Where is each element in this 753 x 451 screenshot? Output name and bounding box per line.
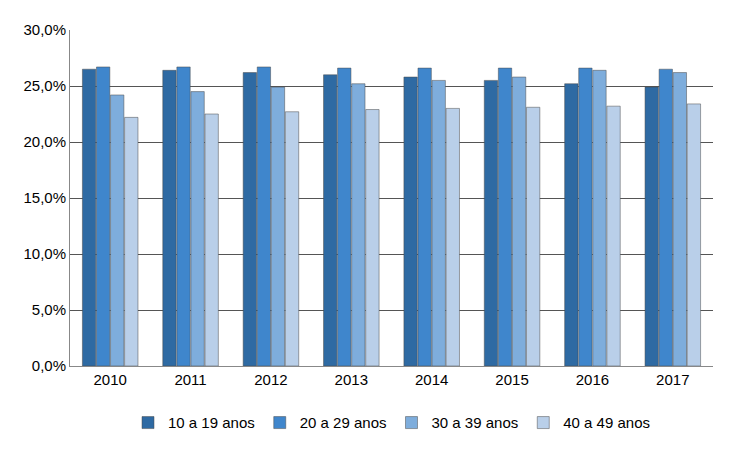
svg-text:25,0%: 25,0% xyxy=(23,77,66,94)
svg-text:2012: 2012 xyxy=(254,371,287,388)
svg-text:10,0%: 10,0% xyxy=(23,245,66,262)
svg-text:2015: 2015 xyxy=(495,371,528,388)
svg-text:2013: 2013 xyxy=(335,371,368,388)
svg-text:40 a 49 anos: 40 a 49 anos xyxy=(563,414,650,431)
svg-text:20 a 29 anos: 20 a 29 anos xyxy=(300,414,387,431)
svg-text:2011: 2011 xyxy=(174,371,206,388)
svg-text:15,0%: 15,0% xyxy=(23,189,66,206)
svg-text:5,0%: 5,0% xyxy=(32,301,66,318)
svg-text:2017: 2017 xyxy=(656,371,689,388)
svg-text:2010: 2010 xyxy=(94,371,127,388)
svg-text:10 a 19 anos: 10 a 19 anos xyxy=(168,414,255,431)
svg-text:2016: 2016 xyxy=(576,371,609,388)
svg-text:0,0%: 0,0% xyxy=(32,357,66,374)
svg-text:30,0%: 30,0% xyxy=(23,21,66,38)
svg-text:20,0%: 20,0% xyxy=(23,133,66,150)
svg-text:2014: 2014 xyxy=(415,371,448,388)
svg-text:30 a 39 anos: 30 a 39 anos xyxy=(432,414,519,431)
